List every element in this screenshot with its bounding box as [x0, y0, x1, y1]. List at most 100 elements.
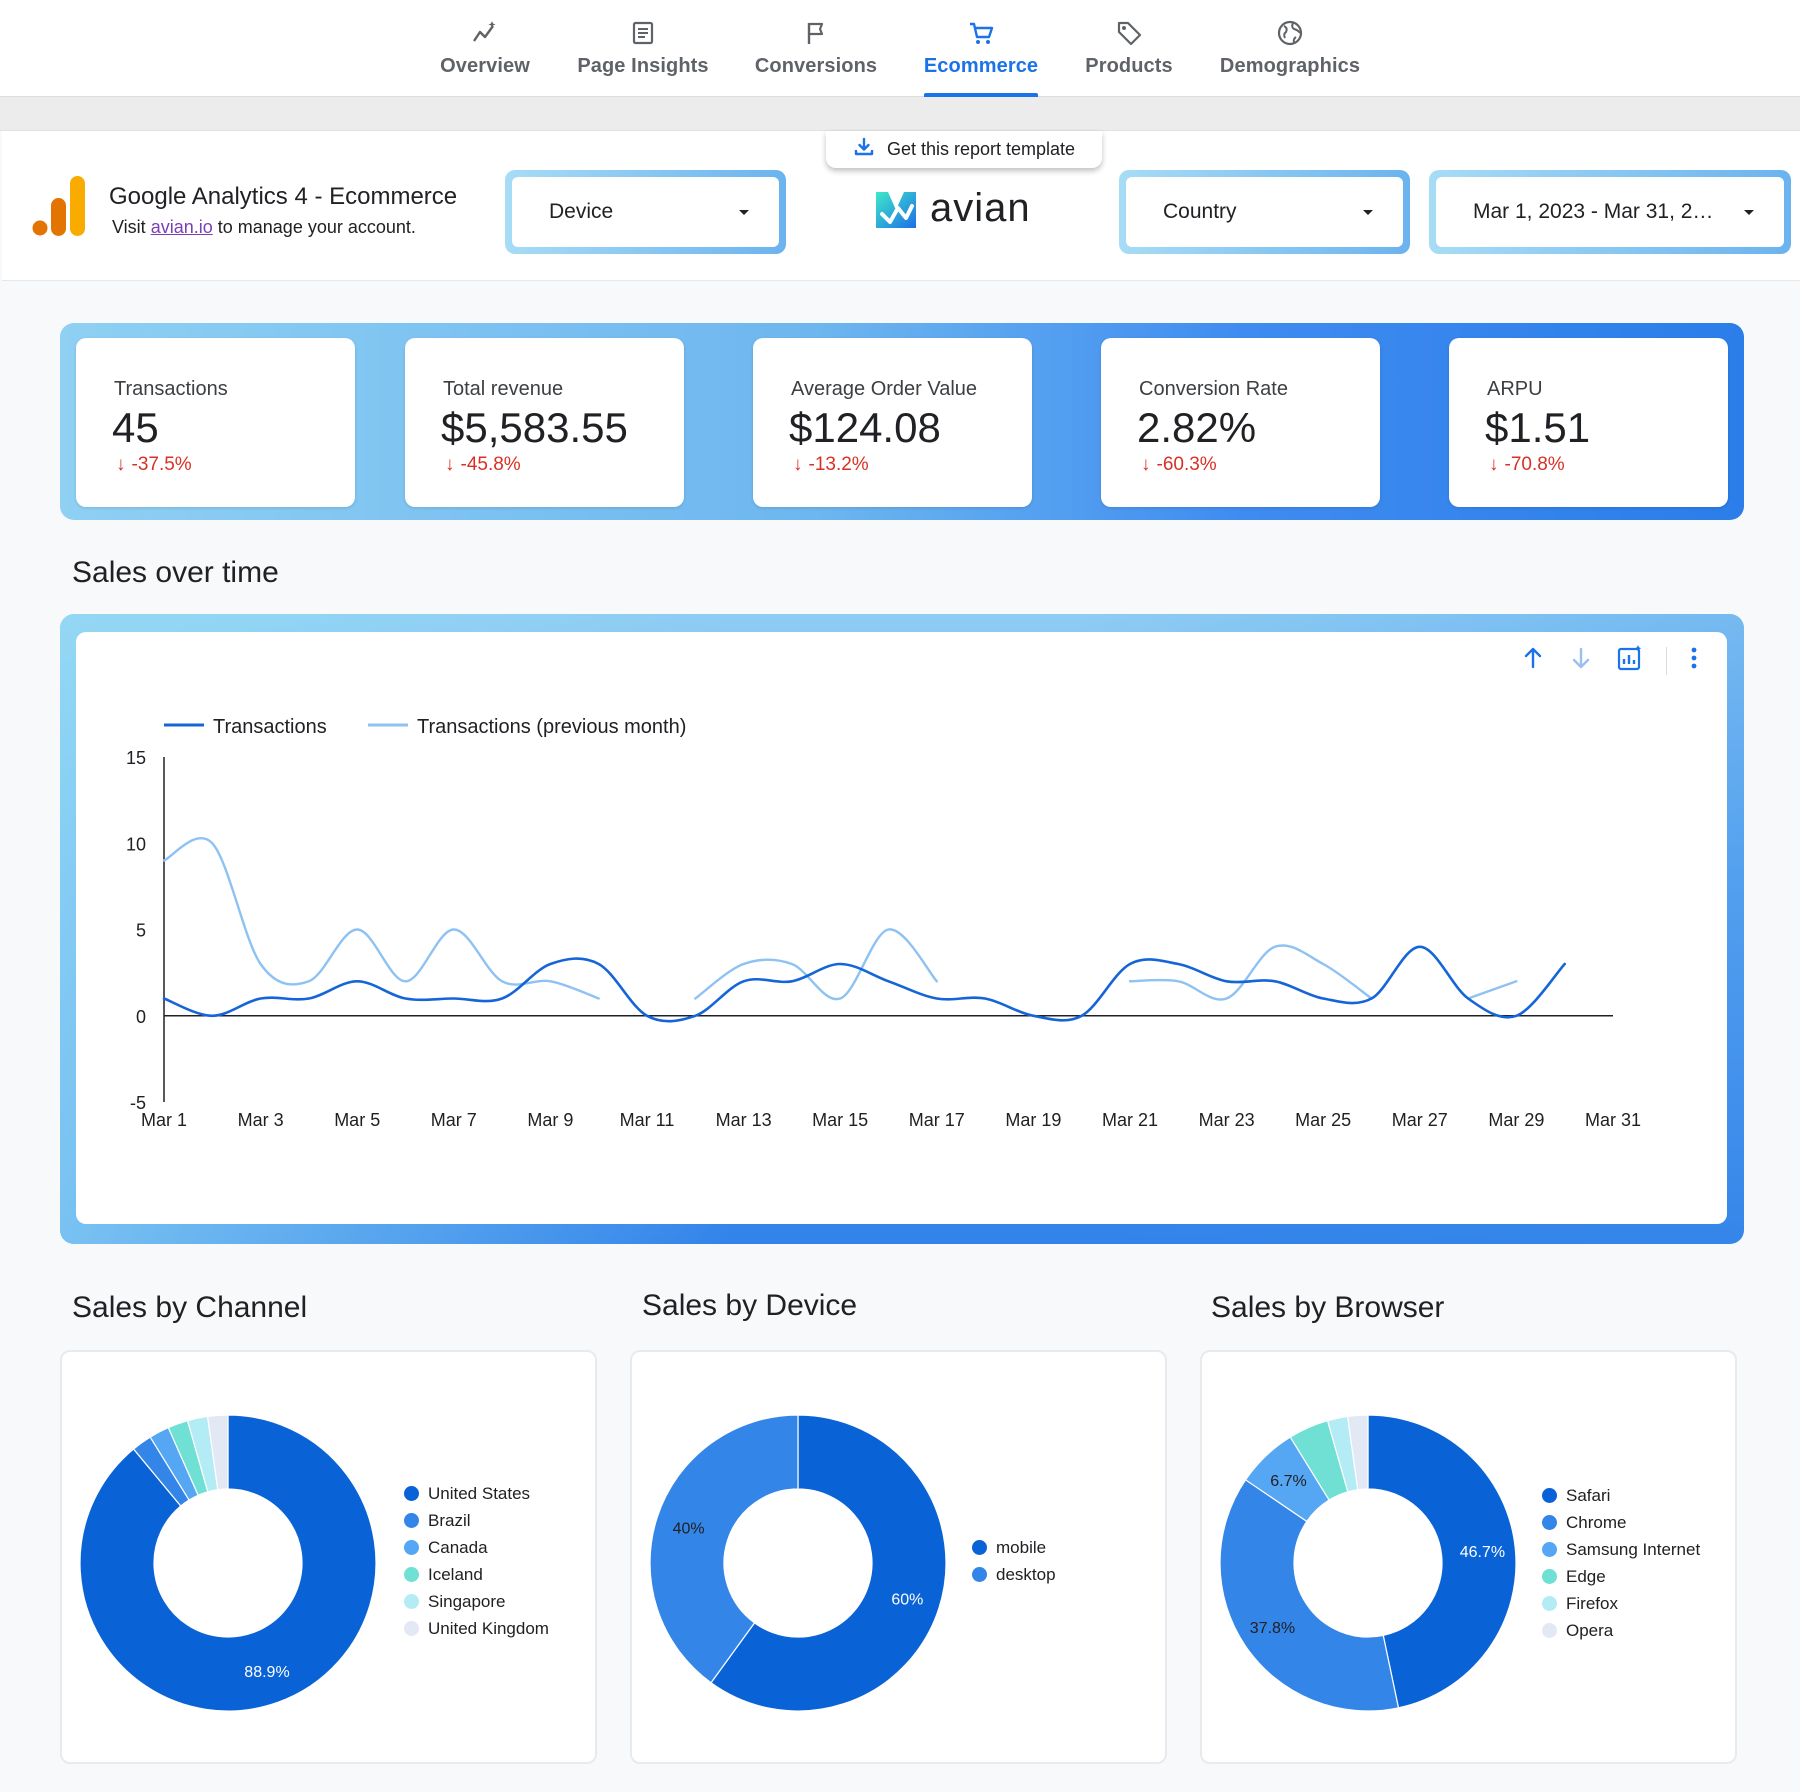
- kpi-value: $1.51: [1485, 404, 1591, 451]
- legend-item[interactable]: desktop: [972, 1561, 1056, 1588]
- device-filter[interactable]: Device: [505, 170, 786, 254]
- legend-item[interactable]: Chrome: [1542, 1509, 1700, 1536]
- legend-label: Singapore: [428, 1591, 506, 1611]
- tab-conversions[interactable]: Conversions: [754, 0, 878, 97]
- donut-slice[interactable]: [206, 1414, 229, 1491]
- kpi-label: Transactions: [114, 378, 228, 400]
- legend-label: Samsung Internet: [1566, 1539, 1701, 1559]
- subtitle-prefix: Visit: [112, 217, 146, 237]
- kpi-average-order-value[interactable]: Average Order Value $124.08 ↓ -13.2%: [753, 338, 1032, 507]
- device-legend: mobile desktop: [972, 1534, 1056, 1588]
- legend-label-current: Transactions: [213, 716, 327, 738]
- x-axis: Mar 1 Mar 3 Mar 5 Mar 7 Mar 9 Mar 11 Mar 13 Mar…: [141, 1015, 1641, 1130]
- date-range-picker[interactable]: Mar 1, 2023 - Mar 31, 2…: [1429, 170, 1791, 254]
- legend-item[interactable]: Samsung Internet: [1542, 1536, 1700, 1563]
- legend-label: mobile: [996, 1537, 1047, 1557]
- tab-page-insights[interactable]: Page Insights: [576, 0, 710, 97]
- legend-swatch: [404, 1513, 419, 1528]
- more-options-icon[interactable]: [1689, 645, 1699, 676]
- legend-item[interactable]: Opera: [1542, 1617, 1700, 1644]
- legend-item[interactable]: Brazil: [404, 1507, 549, 1534]
- legend-item[interactable]: Canada: [404, 1534, 549, 1561]
- sort-ascending-icon[interactable]: [1520, 645, 1546, 676]
- arrow-down-icon: ↓: [445, 454, 455, 475]
- kpi-label: Average Order Value: [791, 378, 978, 400]
- sales-by-channel-title: Sales by Channel: [72, 1291, 308, 1324]
- tab-label: Page Insights: [577, 55, 709, 77]
- legend-label: Edge: [1566, 1566, 1606, 1586]
- browser-donut-chart: 46.7% 37.8% 6.7%: [1219, 1414, 1517, 1712]
- kpi-arpu[interactable]: ARPU $1.51 ↓ -70.8%: [1449, 338, 1728, 507]
- legend-item[interactable]: Edge: [1542, 1563, 1700, 1590]
- legend-item[interactable]: Safari: [1542, 1482, 1700, 1509]
- series-line-transactions: [162, 945, 1566, 1023]
- subtitle-suffix: to manage your account.: [217, 217, 416, 237]
- x-tick-label: Mar 15: [812, 1110, 868, 1130]
- kpi-value: 45: [112, 404, 159, 451]
- donut-slice[interactable]: [710, 1414, 947, 1712]
- explore-chart-icon[interactable]: [1616, 644, 1644, 677]
- donut-slice[interactable]: [79, 1414, 377, 1712]
- kpi-conversion-rate[interactable]: Conversion Rate 2.82% ↓ -60.3%: [1101, 338, 1380, 507]
- tab-label: Ecommerce: [923, 55, 1039, 77]
- donut-slice[interactable]: [649, 1414, 799, 1684]
- tab-label: Conversions: [754, 55, 878, 77]
- tab-label: Demographics: [1219, 55, 1361, 77]
- y-tick-label: 10: [126, 834, 146, 854]
- y-tick-label: 5: [136, 921, 146, 941]
- series-line-previous-month: [1466, 980, 1518, 1000]
- series-line-previous-month: [1128, 944, 1373, 1001]
- avian-link[interactable]: avian.io: [150, 217, 213, 237]
- legend-item[interactable]: mobile: [972, 1534, 1056, 1561]
- legend-label: Safari: [1566, 1485, 1611, 1505]
- legend-item[interactable]: United States: [404, 1480, 549, 1507]
- legend-swatch: [1542, 1569, 1557, 1584]
- tab-overview[interactable]: Overview: [433, 0, 537, 97]
- y-tick-label: 0: [136, 1007, 146, 1027]
- tag-icon: [1115, 19, 1143, 47]
- legend-item[interactable]: Singapore: [404, 1588, 549, 1615]
- series-line-previous-month: [694, 928, 938, 1001]
- kpi-transactions[interactable]: Transactions 45 ↓ -37.5%: [76, 338, 355, 507]
- donut-data-label: 60%: [891, 1592, 923, 1609]
- tab-products[interactable]: Products: [1084, 0, 1174, 97]
- get-template-button[interactable]: Get this report template: [826, 131, 1102, 168]
- legend-label: Brazil: [428, 1510, 471, 1530]
- document-icon: [629, 19, 657, 47]
- donut-data-label: 6.7%: [1270, 1473, 1306, 1490]
- x-tick-label: Mar 25: [1295, 1110, 1351, 1130]
- line-chart-plot: Transactions Transactions (previous mont…: [126, 716, 1641, 1130]
- sales-by-channel-card: 88.9% United States Brazil Canada Iceland Si…: [60, 1350, 597, 1764]
- donut-slice[interactable]: [1367, 1414, 1517, 1709]
- donut-data-label: 37.8%: [1250, 1620, 1295, 1637]
- donut-slice[interactable]: [1219, 1478, 1400, 1712]
- arrow-down-icon: ↓: [1489, 454, 1499, 475]
- country-filter-label: Country: [1163, 200, 1237, 223]
- tab-demographics[interactable]: Demographics: [1219, 0, 1361, 97]
- y-axis: 15 10 5 0 -5: [126, 748, 165, 1113]
- globe-icon: [1276, 19, 1304, 47]
- top-navigation: Overview Page Insights Conversions Ecomm…: [0, 0, 1800, 97]
- sales-by-browser-title: Sales by Browser: [1211, 1291, 1445, 1324]
- x-tick-label: Mar 13: [716, 1110, 772, 1130]
- report-subtitle: Visit avian.io to manage your account.: [112, 217, 416, 238]
- kpi-label: Conversion Rate: [1139, 378, 1288, 400]
- legend-item[interactable]: Iceland: [404, 1561, 549, 1588]
- legend-swatch: [1542, 1515, 1557, 1530]
- arrow-down-icon: ↓: [793, 454, 803, 475]
- arrow-down-icon: ↓: [1141, 454, 1151, 475]
- series-line-previous-month: [162, 836, 600, 1000]
- device-filter-label: Device: [549, 200, 614, 223]
- sort-descending-icon[interactable]: [1568, 645, 1594, 676]
- sparkline-icon: [471, 19, 499, 47]
- chart-toolbar: [1520, 644, 1699, 677]
- legend-item[interactable]: Firefox: [1542, 1590, 1700, 1617]
- legend-swatch: [1542, 1542, 1557, 1557]
- kpi-total-revenue[interactable]: Total revenue $5,583.55 ↓ -45.8%: [405, 338, 684, 507]
- donut-slice[interactable]: [1346, 1414, 1369, 1491]
- tab-ecommerce[interactable]: Ecommerce: [924, 0, 1038, 97]
- kpi-delta: -37.5%: [131, 454, 192, 475]
- legend-swatch: [404, 1594, 419, 1609]
- legend-item[interactable]: United Kingdom: [404, 1615, 549, 1642]
- country-filter[interactable]: Country: [1119, 170, 1410, 254]
